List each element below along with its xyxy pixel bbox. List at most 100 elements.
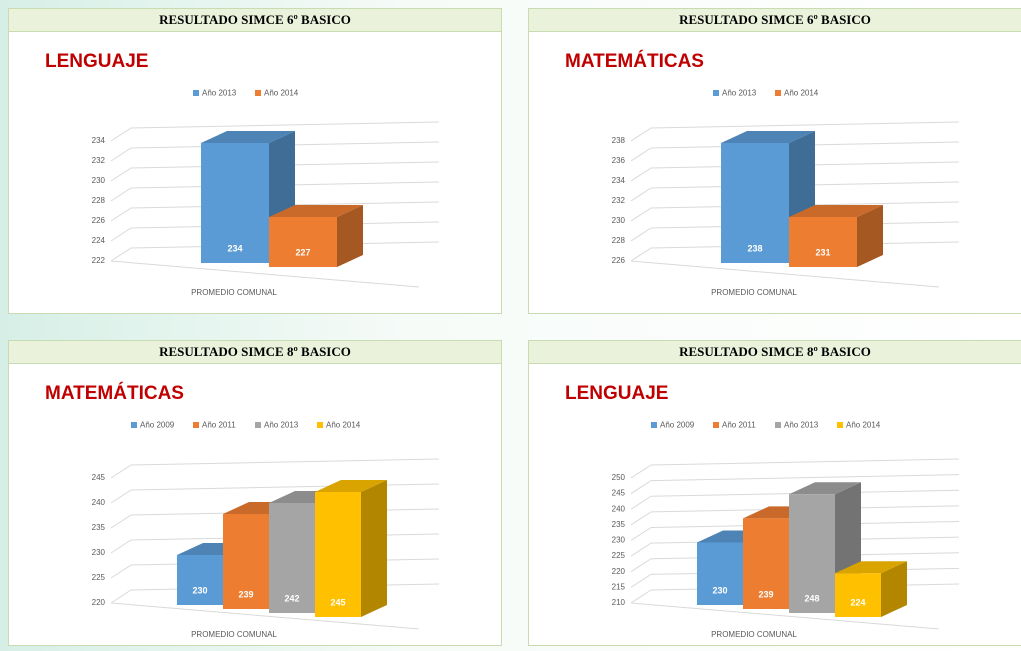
y-tick-label: 220 [92, 598, 106, 607]
y-tick-label: 210 [612, 598, 626, 607]
bar [269, 205, 363, 267]
legend-label: Año 2014 [846, 421, 881, 430]
bar-front [223, 514, 269, 609]
panel-header: RESULTADO SIMCE 6º BASICO [9, 9, 501, 32]
grid-line [630, 464, 652, 479]
bar-side [361, 480, 387, 617]
y-tick-label: 215 [612, 582, 626, 591]
y-tick-label: 230 [92, 548, 106, 557]
y-tick-label: 230 [92, 176, 106, 185]
legend-swatch [837, 422, 843, 428]
grid-line [630, 527, 652, 541]
y-tick-label: 226 [92, 216, 106, 225]
grid-line [130, 483, 440, 491]
panel: RESULTADO SIMCE 8º BASICO MATEMÁTICAS Año … [8, 340, 502, 646]
x-tick-label: PROMEDIO COMUNAL [191, 630, 277, 639]
legend-label: Año 2009 [140, 421, 175, 430]
legend-swatch [317, 422, 323, 428]
legend-swatch [713, 90, 719, 96]
grid-line [630, 542, 652, 557]
y-tick-label: 240 [92, 498, 106, 507]
grid-line [650, 474, 960, 482]
legend-label: Año 2011 [722, 421, 756, 430]
floor [630, 602, 940, 630]
grid-line [110, 564, 132, 579]
legend-label: Año 2013 [784, 421, 819, 430]
y-tick-label: 228 [612, 236, 626, 245]
bar-front [177, 555, 223, 605]
panel-header: RESULTADO SIMCE 8º BASICO [529, 341, 1021, 364]
grid-line [110, 187, 132, 202]
y-tick-label: 234 [92, 136, 106, 145]
grid-line [650, 458, 960, 466]
grid-line [110, 147, 132, 162]
data-label: 245 [330, 597, 345, 607]
bar-front [743, 518, 789, 609]
chart-title: MATEMÁTICAS [45, 382, 184, 404]
bar [789, 205, 883, 267]
grid-line [630, 147, 652, 162]
grid-line [630, 227, 652, 242]
y-tick-label: 245 [612, 489, 626, 498]
bar [315, 480, 387, 617]
grid-line [130, 458, 440, 466]
floor [110, 260, 420, 288]
y-tick-label: 230 [612, 216, 626, 225]
data-label: 242 [284, 593, 299, 603]
grid-line [110, 247, 132, 262]
y-tick-label: 225 [92, 573, 106, 582]
grid-line [630, 589, 652, 604]
data-label: 230 [192, 585, 207, 595]
data-label: 231 [815, 247, 830, 257]
bar-top [835, 561, 907, 574]
grid-line [630, 247, 652, 262]
chart: LENGUAJE Año 2009 Año 2011 Año 2013 Año 2014… [565, 383, 960, 639]
chart: MATEMÁTICAS Año 2013 Año 2014 226 228 230 232 2… [565, 50, 960, 297]
grid-line [630, 558, 652, 573]
y-tick-label: 240 [612, 504, 626, 513]
legend-label: Año 2014 [784, 89, 819, 98]
panel-header: RESULTADO SIMCE 8º BASICO [9, 341, 501, 364]
panel: RESULTADO SIMCE 6º BASICO LENGUAJE Año 201… [8, 8, 502, 314]
floor [110, 602, 420, 630]
panel-header: RESULTADO SIMCE 6º BASICO [529, 9, 1021, 32]
data-label: 227 [295, 247, 310, 257]
grid-line [110, 489, 132, 504]
bar-front [201, 143, 269, 263]
legend-swatch [775, 90, 781, 96]
chart: MATEMÁTICAS Año 2009 Año 2011 Año 2013 Año 2… [45, 382, 440, 639]
bar-side [881, 561, 907, 617]
bar-top [789, 482, 861, 495]
grid-line [110, 589, 132, 604]
bar-top [789, 205, 883, 217]
panel: RESULTADO SIMCE 8º BASICO LENGUAJE Año 200… [528, 340, 1021, 646]
legend-swatch [131, 422, 137, 428]
y-tick-label: 225 [612, 551, 626, 560]
y-tick-label: 222 [92, 256, 106, 265]
chart-title: LENGUAJE [45, 51, 148, 72]
legend-label: Año 2013 [202, 89, 237, 98]
y-tick-label: 250 [612, 473, 626, 482]
grid-line [110, 127, 132, 142]
grid-line [630, 511, 652, 526]
chart-title: MATEMÁTICAS [565, 50, 704, 72]
chart: LENGUAJE Año 2013 Año 2014 222 224 226 228 230 2… [45, 51, 440, 297]
data-label: 239 [758, 589, 773, 599]
bar-front [789, 217, 857, 267]
legend-swatch [775, 422, 781, 428]
y-tick-label: 232 [612, 196, 626, 205]
x-tick-label: PROMEDIO COMUNAL [711, 288, 797, 297]
x-tick-label: PROMEDIO COMUNAL [711, 630, 797, 639]
y-tick-label: 228 [92, 196, 106, 205]
y-tick-label: 220 [612, 567, 626, 576]
bar-front [315, 492, 361, 617]
grid-line [650, 121, 960, 129]
grid-line [110, 167, 132, 182]
bar-top [315, 480, 387, 492]
data-label: 234 [227, 243, 242, 253]
bar-front [835, 573, 881, 617]
bar-side [857, 205, 883, 267]
panel: RESULTADO SIMCE 6º BASICO MATEMÁTICAS Año … [528, 8, 1021, 314]
data-label: 239 [238, 589, 253, 599]
